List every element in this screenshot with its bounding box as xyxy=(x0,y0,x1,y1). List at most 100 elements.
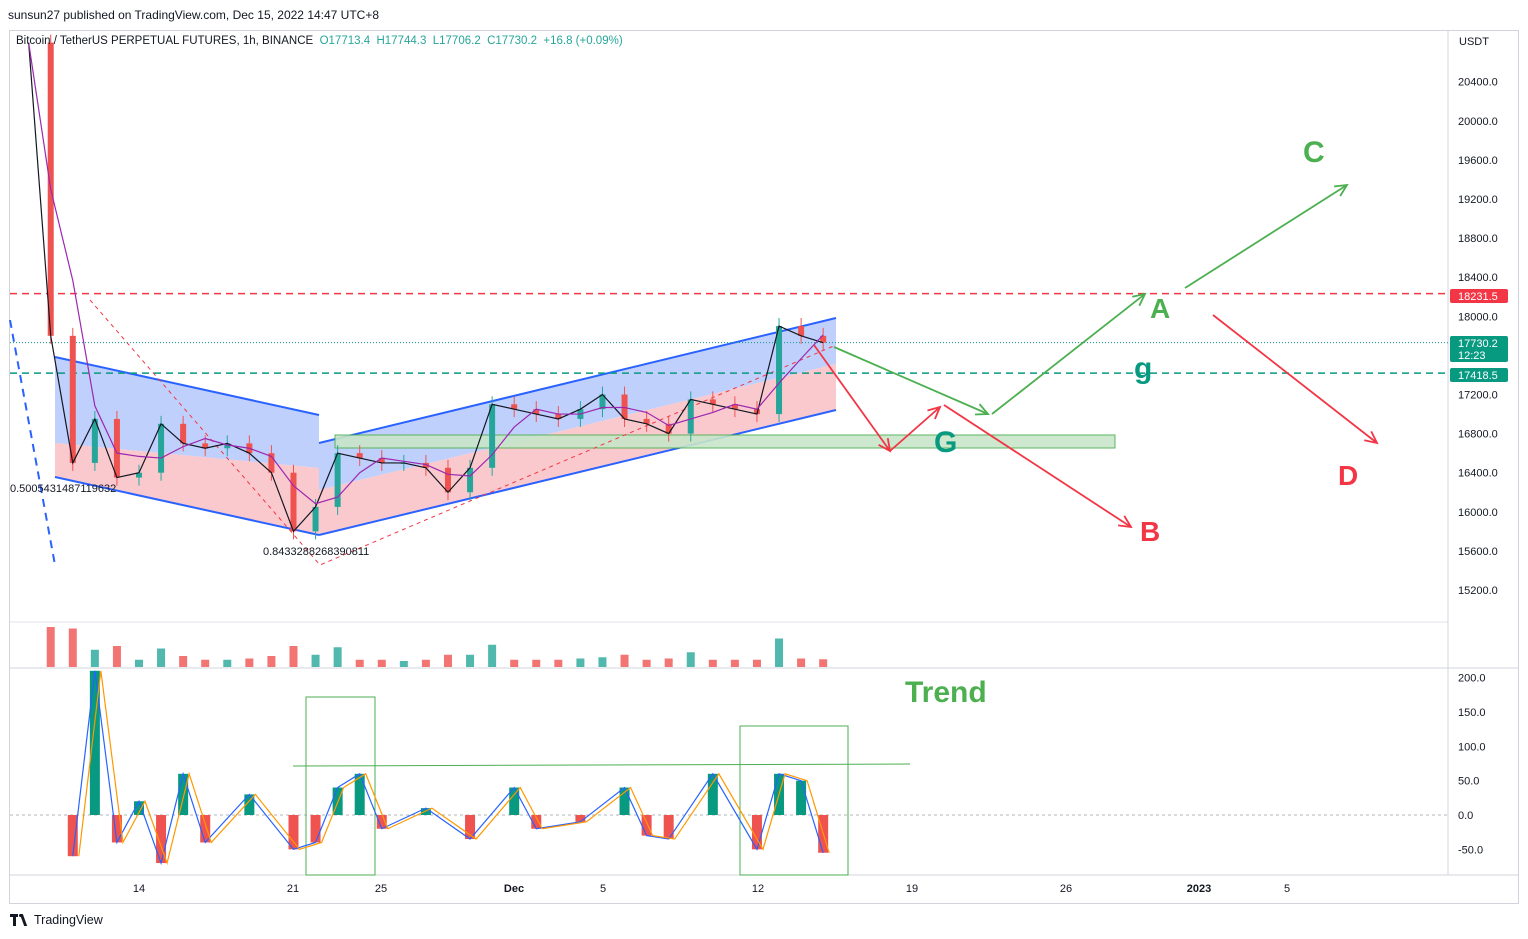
oscillator-bar xyxy=(509,787,520,815)
candle-body xyxy=(731,404,738,410)
volume-bar xyxy=(245,658,254,667)
candle-body xyxy=(489,404,496,468)
candle-body xyxy=(599,394,606,410)
oscillator-bar xyxy=(288,815,299,850)
candle-body xyxy=(665,423,672,434)
candle-body xyxy=(444,467,451,493)
descending-channel-lower-fill xyxy=(55,443,319,535)
volume-bar xyxy=(399,661,408,667)
volume-bar xyxy=(554,659,563,667)
annotation-g: G xyxy=(934,426,957,459)
candle-body xyxy=(643,418,650,424)
candle-body xyxy=(312,506,319,532)
volume-bar xyxy=(819,659,828,667)
price-axis-tick: 19200.0 xyxy=(1458,194,1498,206)
oscillator-axis-tick: 200.0 xyxy=(1458,673,1486,685)
price-axis-tick: 20000.0 xyxy=(1458,116,1498,128)
oscillator-bar xyxy=(707,773,718,815)
fib-blue-guide-line xyxy=(9,319,56,566)
oscillator-bar xyxy=(354,773,365,815)
price-axis-tick: 16800.0 xyxy=(1458,429,1498,441)
time-axis-tick: 14 xyxy=(133,883,145,895)
low-value: L17706.2 xyxy=(432,35,481,47)
volume-bar xyxy=(730,659,739,667)
candle-body xyxy=(820,335,827,343)
symbol-name[interactable]: Bitcoin / TetherUS PERPETUAL FUTURES, 1h… xyxy=(16,35,314,47)
volume-bar xyxy=(510,659,519,667)
price-tag-label: 17730.2 xyxy=(1458,338,1498,350)
candle-body xyxy=(290,472,297,532)
scenario-arrow-red-up xyxy=(889,406,941,452)
candle-body xyxy=(422,462,429,468)
time-axis-tick: 5 xyxy=(1284,883,1290,895)
candle-body xyxy=(180,423,187,444)
scenario-arrow-d-head xyxy=(1364,430,1379,445)
volume-bar xyxy=(752,659,761,667)
oscillator-bar xyxy=(89,670,100,815)
oscillator-bar xyxy=(156,815,167,864)
volume-bar xyxy=(642,659,651,667)
scenario-arrow-c-head xyxy=(1333,183,1349,197)
price-tag-label: 18231.5 xyxy=(1458,291,1498,303)
candle-body xyxy=(621,394,628,419)
oscillator-title: Trend xyxy=(905,676,987,709)
footer-brand[interactable]: TradingView xyxy=(10,913,103,927)
price-line xyxy=(28,42,824,533)
oscillator-bar xyxy=(134,801,144,815)
oscillator-fast-line xyxy=(72,670,824,866)
close-value: C17730.2 xyxy=(487,35,537,47)
candle-body xyxy=(202,443,209,449)
footer-brand-label: TradingView xyxy=(34,913,103,927)
price-axis-tick: 15600.0 xyxy=(1458,546,1498,558)
candle-body xyxy=(136,472,142,478)
oscillator-axis-tick: 50.0 xyxy=(1458,776,1479,788)
oscillator-bar xyxy=(200,815,211,843)
volume-bar xyxy=(289,646,298,667)
time-axis-tick: 25 xyxy=(375,883,387,895)
volume-bar xyxy=(377,659,386,667)
oscillator-box-left xyxy=(305,696,376,876)
oscillator-axis-tick: 150.0 xyxy=(1458,707,1486,719)
candle-body xyxy=(113,418,120,478)
price-tag xyxy=(1450,368,1508,382)
open-value: O17713.4 xyxy=(319,35,371,47)
price-tag xyxy=(1450,289,1508,303)
oscillator-bar xyxy=(751,815,762,850)
candle-body xyxy=(798,326,805,336)
oscillator-axis-tick: 0.0 xyxy=(1458,810,1473,822)
volume-bar xyxy=(223,659,232,667)
price-tag xyxy=(1450,336,1508,362)
volume-bar xyxy=(46,627,55,667)
oscillator-bar xyxy=(111,815,122,843)
scenario-arrow-d xyxy=(1212,314,1378,444)
price-tag-countdown: 12:23 xyxy=(1458,350,1486,362)
oscillator-bar xyxy=(796,780,807,815)
volume-bar xyxy=(708,659,717,667)
volume-bar xyxy=(488,644,497,667)
scenario-arrow-green-down xyxy=(833,346,989,415)
volume-bar xyxy=(355,659,364,667)
time-axis-tick: 19 xyxy=(906,883,918,895)
oscillator-bar xyxy=(67,815,78,857)
price-axis-tick: 18400.0 xyxy=(1458,272,1498,284)
volume-bar xyxy=(179,656,188,667)
time-axis-tick: 12 xyxy=(752,883,764,895)
candle-body xyxy=(224,443,231,449)
candle-body xyxy=(268,453,275,473)
volume-bar xyxy=(664,658,673,667)
oscillator-histogram-group xyxy=(67,670,829,864)
oscillator-box-right xyxy=(739,725,849,876)
oscillator-bar xyxy=(663,815,674,840)
oscillator-trend-line xyxy=(292,763,911,767)
volume-bar xyxy=(576,658,585,667)
volume-bar xyxy=(135,659,143,667)
scenario-arrow-red-down xyxy=(813,344,891,452)
candle-body xyxy=(511,404,518,410)
candle-body xyxy=(776,326,783,415)
price-axis-tick: 16000.0 xyxy=(1458,507,1498,519)
candle-body xyxy=(555,414,562,419)
candle-body xyxy=(158,423,165,473)
volume-bar xyxy=(443,654,452,667)
volume-bar xyxy=(686,652,695,667)
